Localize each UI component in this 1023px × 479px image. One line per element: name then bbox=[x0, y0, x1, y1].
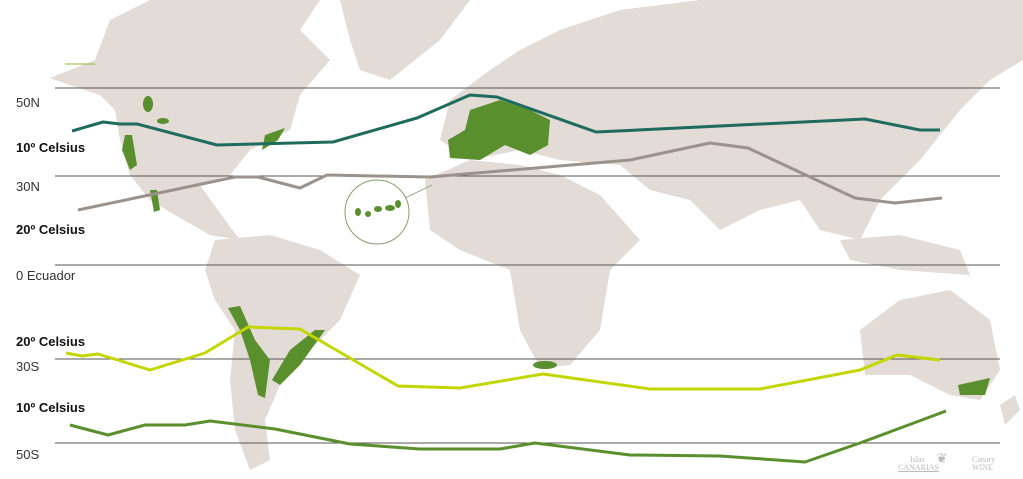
isotherm-north-20c bbox=[77, 141, 943, 212]
label-30n: 30N bbox=[16, 179, 40, 194]
label-south-10c: 10º Celsius bbox=[16, 400, 86, 415]
wine-region-australia bbox=[958, 378, 990, 395]
wine-region-idaho bbox=[157, 118, 169, 124]
label-30s: 30S bbox=[16, 359, 40, 374]
label-north-20c: 20º Celsius bbox=[16, 222, 86, 237]
australia bbox=[860, 290, 1000, 400]
logo-vine-icon: ❦ bbox=[936, 452, 948, 467]
greenland bbox=[340, 0, 470, 80]
wine-region-california bbox=[122, 135, 137, 170]
wine-region-argentina-east bbox=[272, 330, 325, 385]
southeast-asia-islands bbox=[840, 235, 970, 275]
new-zealand bbox=[1000, 395, 1020, 425]
isotherm-south-10c bbox=[69, 409, 947, 464]
africa bbox=[425, 160, 640, 368]
wine-region-washington bbox=[143, 96, 153, 112]
south-america bbox=[205, 235, 360, 470]
land-masses bbox=[50, 0, 1023, 470]
label-50s: 50S bbox=[16, 447, 40, 462]
isotherm-north-10c bbox=[71, 93, 940, 147]
label-equator: 0 Ecuador bbox=[16, 268, 76, 283]
wine-region-chile-argentina bbox=[228, 306, 270, 398]
eurasia bbox=[440, 0, 1023, 240]
isotherm-lines bbox=[65, 93, 947, 464]
isotherm-south-20c bbox=[65, 325, 941, 391]
wine-region-europe bbox=[448, 100, 550, 160]
wine-region-south-africa bbox=[533, 361, 557, 369]
north-america bbox=[50, 0, 330, 240]
label-north-10c: 10º Celsius bbox=[16, 140, 86, 155]
latitude-lines bbox=[55, 87, 1000, 444]
label-50n: 50N bbox=[16, 95, 40, 110]
canary-inset-circle bbox=[344, 179, 410, 245]
canary-islands-inset bbox=[344, 179, 433, 245]
inset-pointer-line bbox=[404, 184, 433, 199]
label-south-20c: 20º Celsius bbox=[16, 334, 86, 349]
